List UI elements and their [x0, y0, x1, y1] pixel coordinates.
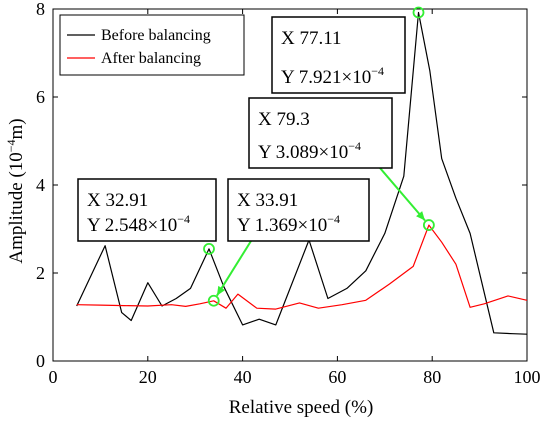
datatip-y-value: Y 1.369×10−4 [237, 212, 340, 236]
legend-box [59, 14, 245, 76]
datatip-frame [77, 178, 217, 242]
x-tick-label: 40 [234, 367, 252, 387]
datapoint-marker [422, 219, 435, 231]
legend: Before balancing After balancing [59, 14, 245, 76]
y-tick-label: 8 [36, 0, 45, 19]
datatip-box: X 32.91Y 2.548×10−4 [77, 178, 217, 242]
annotation-layer: X 77.11 Y 7.921×10−4 X 79.3 Y 3.089×10−4 X 3… [77, 16, 426, 297]
x-tick-label: 60 [328, 367, 346, 387]
y-tick-label: 0 [36, 351, 45, 371]
datatip-arrow [379, 167, 426, 222]
y-axis-label-exponent: −4 [4, 139, 18, 152]
marker-layer [203, 6, 435, 307]
datapoint-marker [203, 242, 215, 255]
datatip-frame [248, 97, 393, 169]
x-tick-label: 20 [139, 367, 157, 387]
datatip-y-value: Y 2.548×10−4 [87, 212, 190, 236]
datatip-arrowhead [216, 285, 226, 296]
datatip-arrowhead [416, 211, 425, 221]
datatip-x-value: X 32.91 [87, 190, 148, 211]
legend-label: After balancing [101, 50, 201, 67]
datatip-box: X 77.11 Y 7.921×10−4 [271, 16, 406, 94]
datatip-x-value: X 33.91 [237, 190, 298, 211]
x-tick-label: 80 [423, 367, 441, 387]
x-tick-label: 0 [49, 367, 58, 387]
y-tick-label: 4 [36, 175, 45, 195]
series-line-after-balancing [76, 224, 528, 310]
datatip-y-value: Y 7.921×10−4 [281, 64, 384, 88]
y-tick-label: 2 [36, 263, 45, 283]
datatip-x-value: X 79.3 [258, 109, 310, 130]
tick-layer: 0 20 40 60 80 100 0 2 4 6 8 [36, 0, 541, 387]
x-tick-label: 100 [514, 367, 541, 387]
y-axis-label-unit: m) [6, 118, 27, 139]
datatip-box: X 79.3 Y 3.089×10−4 [248, 97, 426, 222]
datatip-box: X 33.91Y 1.369×10−4 [216, 178, 370, 297]
datapoint-marker [412, 6, 425, 19]
datatip-y-value: Y 3.089×10−4 [258, 139, 361, 163]
datatip-frame [271, 16, 406, 94]
y-axis-label: Amplitude (10−4m) [4, 118, 27, 263]
legend-label: Before balancing [101, 27, 211, 44]
y-tick-label: 6 [36, 87, 45, 107]
x-axis-label: Relative speed (%) [229, 397, 374, 418]
y-axis-label-main: Amplitude (10 [6, 152, 27, 263]
datatip-x-value: X 77.11 [281, 28, 342, 49]
datatip-frame [227, 178, 370, 242]
datatip-arrow [216, 240, 252, 297]
datapoint-marker [207, 294, 220, 307]
